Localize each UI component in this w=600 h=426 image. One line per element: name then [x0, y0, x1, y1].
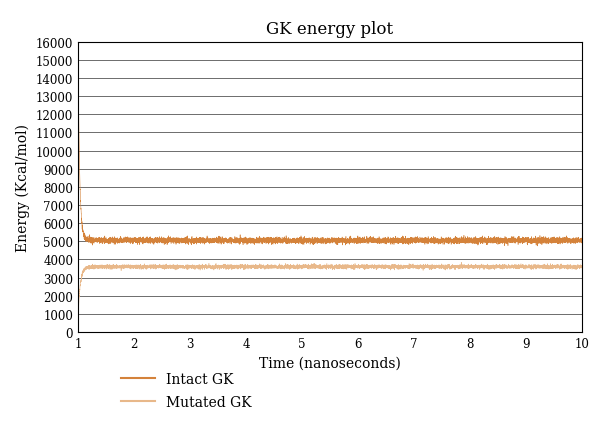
Legend: Intact GK, Mutated GK: Intact GK, Mutated GK [115, 366, 257, 415]
Title: GK energy plot: GK energy plot [266, 21, 394, 38]
Y-axis label: Energy (Kcal/mol): Energy (Kcal/mol) [16, 124, 30, 251]
X-axis label: Time (nanoseconds): Time (nanoseconds) [259, 356, 401, 370]
